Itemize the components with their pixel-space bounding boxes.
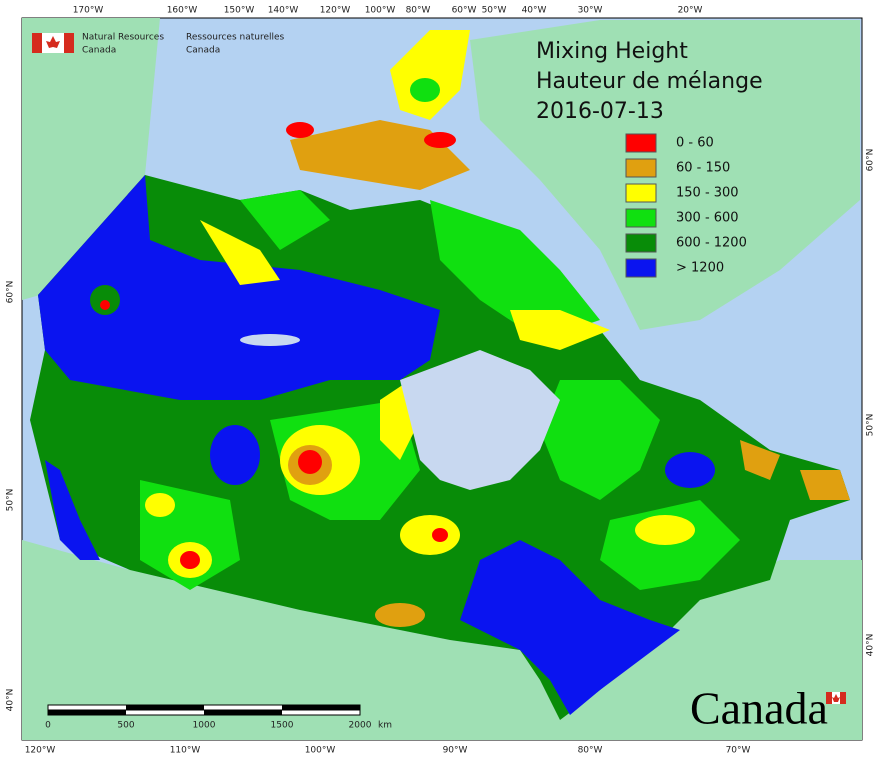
graticule-label: 50°N bbox=[866, 414, 876, 437]
graticule-label: 140°W bbox=[268, 6, 299, 16]
graticule-label: 100°W bbox=[305, 746, 336, 756]
agency-fr: Ressources naturelles bbox=[186, 33, 285, 43]
title: 2016-07-13 bbox=[536, 99, 664, 124]
graticule-label: 60°N bbox=[6, 281, 16, 304]
legend-swatch bbox=[625, 133, 657, 153]
scale-label: 1500 bbox=[271, 721, 294, 731]
legend-label: 300 - 600 bbox=[676, 211, 739, 226]
ncr-logo bbox=[32, 33, 74, 53]
graticule-label: 20°W bbox=[678, 6, 703, 16]
graticule-label: 110°W bbox=[170, 746, 201, 756]
graticule-label: 170°W bbox=[73, 6, 104, 16]
title: Mixing Height bbox=[536, 39, 688, 64]
graticule-label: 90°W bbox=[443, 746, 468, 756]
legend-label: 0 - 60 bbox=[676, 136, 714, 151]
scale-label: 500 bbox=[117, 721, 134, 731]
graticule-label: 150°W bbox=[224, 6, 255, 16]
graticule-label: 70°W bbox=[726, 746, 751, 756]
graticule-label: 40°W bbox=[522, 6, 547, 16]
graticule-label: 40°N bbox=[6, 689, 16, 712]
graticule-label: 60°N bbox=[866, 149, 876, 172]
graticule-label: 80°W bbox=[406, 6, 431, 16]
legend-label: > 1200 bbox=[676, 261, 724, 276]
graticule-label: 50°N bbox=[6, 489, 16, 512]
graticule-label: 80°W bbox=[578, 746, 603, 756]
graticule-label: 120°W bbox=[320, 6, 351, 16]
legend-swatch bbox=[625, 233, 657, 253]
graticule-label: 30°W bbox=[578, 6, 603, 16]
graticule-label: 60°W bbox=[452, 6, 477, 16]
graticule-label: 50°W bbox=[482, 6, 507, 16]
scale-label: 2000 bbox=[349, 721, 372, 731]
agency-fr: Canada bbox=[186, 46, 220, 56]
scale-label: 1000 bbox=[193, 721, 216, 731]
scale-unit: km bbox=[378, 721, 392, 731]
legend-label: 600 - 1200 bbox=[676, 236, 747, 251]
legend-swatch bbox=[625, 208, 657, 228]
graticule-label: 40°N bbox=[866, 634, 876, 657]
title: Hauteur de mélange bbox=[536, 69, 763, 94]
canada-flag bbox=[826, 692, 846, 704]
canada-mixing-height bbox=[30, 30, 850, 720]
wordmark: Canada bbox=[690, 683, 828, 734]
neighbour-land bbox=[22, 18, 862, 740]
scale-label: 0 bbox=[45, 721, 51, 731]
agency-en: Natural Resources bbox=[82, 33, 164, 43]
legend-swatch bbox=[625, 158, 657, 178]
legend-swatch bbox=[625, 183, 657, 203]
scale-bar bbox=[47, 704, 361, 716]
legend-label: 150 - 300 bbox=[676, 186, 739, 201]
graticule-label: 100°W bbox=[365, 6, 396, 16]
agency-en: Canada bbox=[82, 46, 116, 56]
legend-swatch bbox=[625, 258, 657, 278]
graticule-label: 160°W bbox=[167, 6, 198, 16]
legend-label: 60 - 150 bbox=[676, 161, 730, 176]
graticule-label: 120°W bbox=[25, 746, 56, 756]
